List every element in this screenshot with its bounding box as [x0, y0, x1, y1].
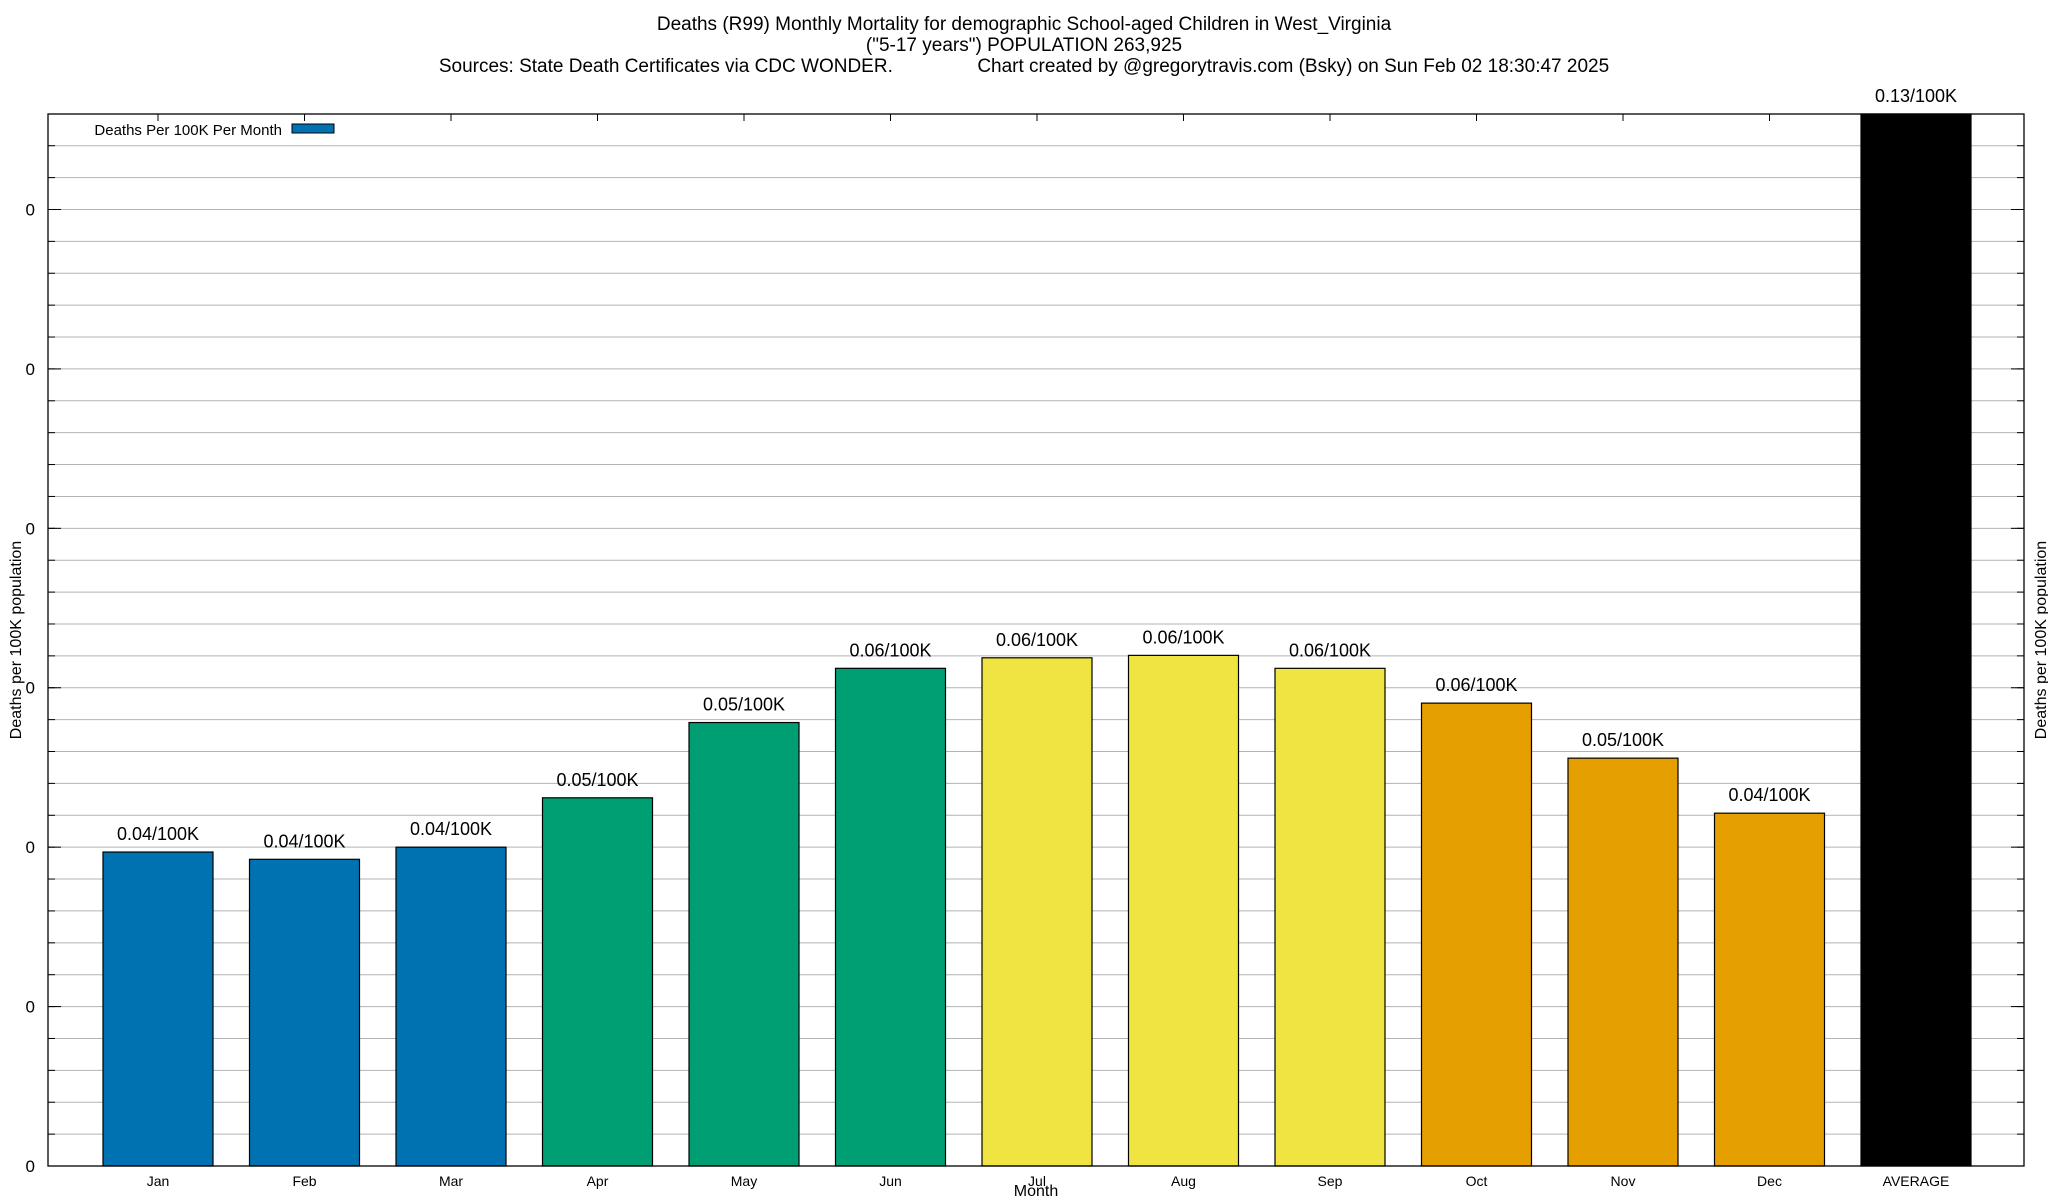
x-tick-label: Aug: [1171, 1173, 1196, 1189]
x-tick-label: May: [731, 1173, 757, 1189]
y-tick-label: 0: [26, 1157, 35, 1176]
bar-apr: [541, 797, 654, 1167]
x-tick-label: AVERAGE: [1883, 1173, 1950, 1189]
x-tick-label: Mar: [439, 1173, 463, 1189]
x-tick-label: Dec: [1757, 1173, 1782, 1189]
x-tick-label: Sep: [1318, 1173, 1343, 1189]
grid-lines: [48, 145, 2024, 1135]
x-axis-title: Month: [1014, 1183, 1058, 1200]
bars: [102, 113, 1972, 1167]
y-tick-label: 0: [26, 679, 35, 698]
chart-title: Deaths (R99) Monthly Mortality for demog…: [0, 14, 2048, 77]
x-tick-label: Oct: [1466, 1173, 1488, 1189]
plot-frame: [47, 113, 2025, 1167]
x-tick-label: Jul: [1028, 1173, 1046, 1189]
x-tick-label: Apr: [587, 1173, 609, 1189]
chart-title-line-3: Sources: State Death Certificates via CD…: [438, 56, 1610, 77]
chart-title-line-2: ("5-17 years") POPULATION 263,925: [865, 35, 1183, 56]
bar-dec: [1713, 812, 1826, 1167]
y-tick-label: 0: [26, 838, 35, 857]
bar-jan: [102, 851, 214, 1167]
bar-value-label: 0.04/100K: [410, 819, 492, 839]
x-tick-label: Jun: [879, 1173, 902, 1189]
bar-value-label: 0.05/100K: [1582, 730, 1664, 750]
bar-may: [688, 721, 800, 1167]
bar-value-label: 0.06/100K: [1142, 627, 1224, 647]
bar-oct: [1420, 702, 1533, 1167]
x-tick-label: Nov: [1611, 1173, 1636, 1189]
bar-sep: [1274, 667, 1386, 1167]
y-tick-label: 0: [26, 360, 35, 379]
chart-title-line-1: Deaths (R99) Monthly Mortality for demog…: [656, 14, 1392, 35]
bar-nov: [1567, 757, 1679, 1167]
bar-jul: [981, 657, 1093, 1167]
y-axis-title-right: Deaths per 100K population: [2033, 541, 2048, 739]
y-axis-title-left: Deaths per 100K population: [8, 541, 25, 739]
bar-value-label: 0.06/100K: [849, 640, 931, 660]
bar-feb: [248, 858, 361, 1167]
legend: Deaths Per 100K Per Month: [94, 122, 335, 139]
bar-value-label: 0.13/100K: [1875, 86, 1957, 106]
bar-jun: [834, 667, 947, 1167]
legend-label: Deaths Per 100K Per Month: [94, 122, 282, 139]
bar-value-labels: 0.04/100K 0.04/100K 0.04/100K 0.05/100K 0.05…: [117, 86, 1957, 851]
x-tick-label: Jan: [147, 1173, 170, 1189]
bar-aug: [1127, 654, 1240, 1167]
y-tick-label: 0: [26, 998, 35, 1017]
bar-value-label: 0.04/100K: [263, 831, 345, 851]
bar-value-label: 0.06/100K: [1289, 640, 1371, 660]
bar-value-label: 0.06/100K: [996, 630, 1078, 650]
y-tick-label: 0: [26, 519, 35, 538]
bar-value-label: 0.05/100K: [703, 695, 785, 715]
bar-average: [1860, 113, 1972, 1167]
bar-mar: [395, 846, 507, 1167]
legend-swatch: [291, 123, 335, 134]
bar-value-label: 0.04/100K: [117, 824, 199, 844]
bar-value-label: 0.05/100K: [556, 770, 638, 790]
bar-value-label: 0.04/100K: [1728, 785, 1810, 805]
x-tick-label: Feb: [292, 1173, 316, 1189]
y-tick-label: 0: [26, 200, 35, 219]
bar-value-label: 0.06/100K: [1435, 675, 1517, 695]
axis-ticks: 0 0 0 0 0 0 0 Jan Feb Mar Apr May Jun Jul Aug Sep Oct Nov…: [26, 114, 2024, 1189]
